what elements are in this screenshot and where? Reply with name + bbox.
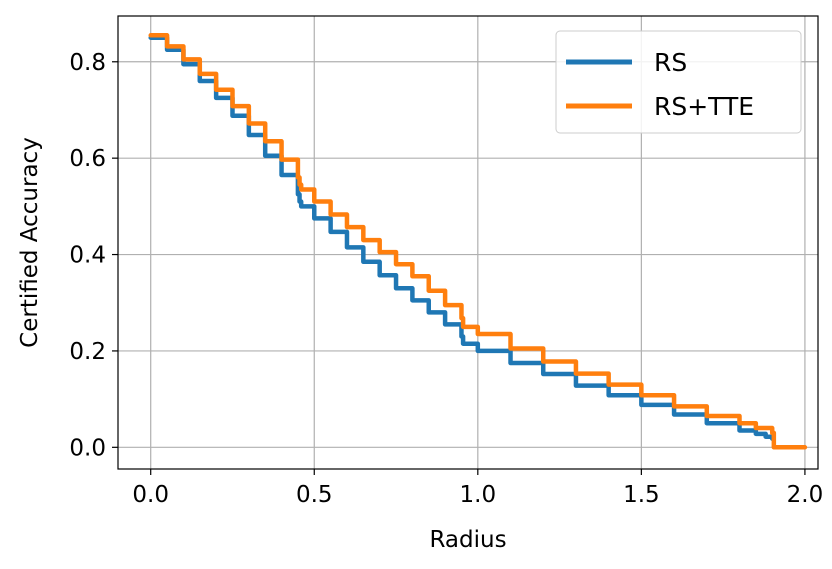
series-line-rs-tte bbox=[148, 33, 808, 450]
y-tick-label: 0.6 bbox=[69, 146, 106, 172]
axis-ticks: 0.0 0.5 1.0 1.5 2.0 0.0 0.2 0.4 0.6 0.8 bbox=[69, 50, 823, 508]
x-tick-label: 1.5 bbox=[623, 482, 660, 508]
y-tick-label: 0.0 bbox=[69, 435, 106, 461]
x-tick-label: 1.0 bbox=[460, 482, 497, 508]
y-tick-label: 0.8 bbox=[69, 50, 106, 76]
x-tick-label: 2.0 bbox=[787, 482, 824, 508]
plot-area-frame bbox=[117, 15, 819, 470]
series-layer bbox=[148, 33, 808, 450]
legend-label-rs: RS bbox=[654, 48, 687, 77]
x-axis-label: Radius bbox=[429, 527, 506, 553]
legend: RS RS+TTE bbox=[555, 30, 802, 134]
y-tick-label: 0.4 bbox=[69, 243, 106, 269]
x-tick-label: 0.5 bbox=[296, 482, 333, 508]
y-axis-label: Certified Accuracy bbox=[17, 137, 43, 348]
y-tick-label: 0.2 bbox=[69, 339, 106, 365]
x-tick-label: 0.0 bbox=[132, 482, 169, 508]
legend-label-rs-tte: RS+TTE bbox=[654, 92, 754, 121]
